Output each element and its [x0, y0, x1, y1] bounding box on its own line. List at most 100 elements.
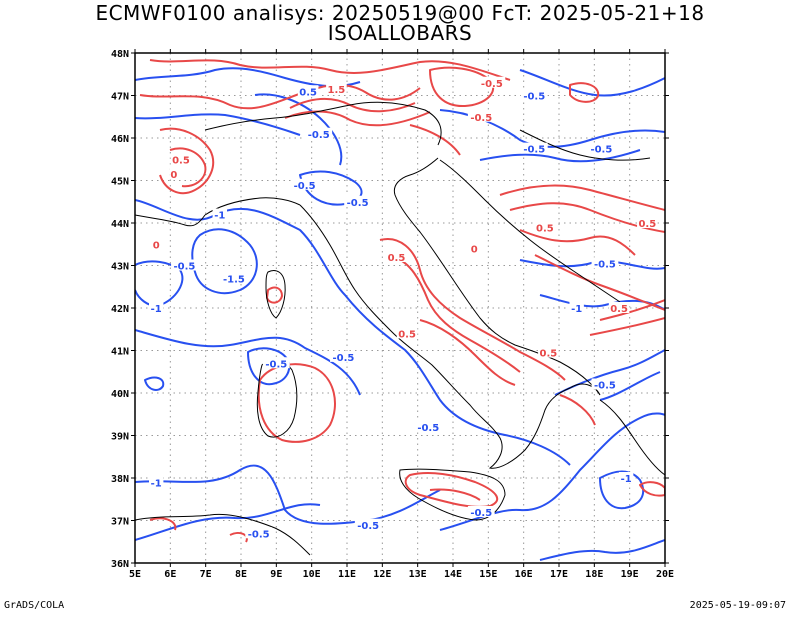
- contour-label-bg: [169, 168, 178, 180]
- neg-contour: [439, 412, 665, 531]
- contour-label-bg: [354, 518, 382, 530]
- lat-label: 39N: [111, 432, 129, 443]
- contour-label-bg: [396, 327, 418, 339]
- lon-label: 14E: [444, 569, 462, 580]
- contour-label-bg: [220, 272, 248, 284]
- sardinia-coastline: [256, 360, 298, 438]
- contour-label-bg: [330, 350, 357, 362]
- pos-contour: [429, 66, 495, 108]
- contour-label-bg: [262, 357, 290, 369]
- neg-contour: [135, 260, 184, 307]
- contour-label: -0.5: [333, 353, 355, 364]
- contour-label-bg: [297, 85, 319, 97]
- lat-label: 48N: [111, 49, 129, 60]
- contour-label: -0.5: [594, 259, 616, 270]
- neg-contour: [144, 376, 165, 391]
- contour-label-bg: [618, 472, 634, 483]
- contour-label: -0.5: [308, 130, 330, 141]
- contour-label-bg: [591, 257, 619, 269]
- pos-contour: [139, 91, 306, 110]
- lon-label: 8E: [235, 569, 247, 580]
- contour-label-bg: [344, 195, 371, 207]
- contour-label: -0.5: [470, 508, 492, 519]
- neg-contour: [135, 67, 361, 88]
- map-title: ECMWF0100 analisys: 20250519@00 FcT: 202…: [95, 1, 705, 25]
- lat-label: 37N: [111, 517, 129, 528]
- ligurian-coastline: [204, 197, 301, 216]
- coastlines: [135, 101, 665, 556]
- neg-contour: [135, 199, 571, 466]
- contour-label: -0.5: [417, 423, 439, 434]
- pos-contour: [499, 184, 665, 211]
- contour-label-bg: [326, 83, 347, 95]
- contour-label: -1.5: [223, 274, 245, 285]
- pos-contour: [559, 394, 596, 426]
- contour-label-bg: [538, 346, 559, 358]
- neg-contour: [599, 470, 645, 510]
- latitude-labels: 48N 47N 46N 45N 44N 43N 42N 41N 40N 39N 38N 37N 36N: [111, 49, 129, 570]
- longitude-labels: 5E 6E 7E 8E 9E 10E 11E 12E 13E 14E 15E 16E 17E 18E 19E…: [129, 569, 674, 580]
- contour-label-bg: [520, 142, 548, 154]
- contour-label: -0.5: [481, 79, 503, 90]
- contour-label-bg: [291, 178, 318, 190]
- pos-contour: [266, 286, 283, 304]
- footer-timestamp: 2025-05-19-09:07: [689, 600, 786, 611]
- pos-contour: [149, 59, 511, 81]
- contour-label: -1: [214, 211, 225, 222]
- contour-label-bg: [470, 242, 479, 254]
- contour-label: 0: [170, 170, 177, 181]
- lon-label: 9E: [270, 569, 282, 580]
- contour-label-bg: [171, 259, 198, 271]
- lon-label: 16E: [515, 569, 533, 580]
- lat-label: 42N: [111, 304, 129, 315]
- contour-label: -1: [571, 304, 582, 315]
- contour-label: 0.5: [172, 155, 190, 166]
- footer-credit: GrADS/COLA: [4, 600, 65, 611]
- pos-contour: [394, 257, 521, 373]
- lat-label: 44N: [111, 219, 129, 230]
- contour-labels: 0.5 1.5 -0.5 -0.5 -0.5 -0.5 -0.5 -0.5 0.5 0 -0.5 -0…: [149, 76, 658, 540]
- contour-label: 0: [153, 240, 160, 251]
- lon-label: 18E: [585, 569, 603, 580]
- contour-label-bg: [149, 302, 164, 313]
- contour-label: -0.5: [523, 145, 545, 156]
- lon-label: 7E: [200, 569, 212, 580]
- contour-label-bg: [152, 238, 161, 250]
- contour-label: -1: [151, 304, 162, 315]
- neg-contour: [135, 329, 361, 396]
- contour-label-bg: [467, 506, 495, 517]
- lat-label: 38N: [111, 474, 129, 485]
- pos-contour: [169, 147, 207, 188]
- map-subtitle: ISOALLOBARS: [327, 21, 473, 45]
- pos-contour: [419, 319, 516, 386]
- contour-label-bg: [591, 378, 619, 390]
- neg-contour: [479, 149, 641, 163]
- neg-contour: [254, 93, 343, 166]
- lon-label: 6E: [164, 569, 176, 580]
- lat-label: 40N: [111, 389, 129, 400]
- pos-contour: [534, 254, 665, 311]
- contour-label-bg: [637, 217, 658, 228]
- neg-contour: [135, 464, 441, 525]
- lon-label: 17E: [550, 569, 568, 580]
- pos-contour: [639, 481, 665, 497]
- negative-isallobar-contours: [135, 67, 665, 561]
- contour-label: -0.5: [347, 198, 369, 209]
- contour-label: -0.5: [594, 381, 616, 392]
- pos-contour: [569, 82, 600, 103]
- contour-label: 0.5: [638, 219, 656, 230]
- contour-label-bg: [149, 476, 164, 488]
- contour-label: 0.5: [540, 349, 558, 360]
- sicily-coastline: [399, 468, 506, 521]
- neg-contour: [519, 69, 665, 97]
- corsica-coastline: [265, 270, 286, 319]
- contour-label: 0.5: [388, 253, 406, 264]
- contour-label: 0.5: [299, 87, 317, 98]
- lat-label: 36N: [111, 559, 129, 570]
- contour-label-bg: [569, 302, 584, 313]
- neg-contour: [135, 503, 321, 541]
- contour-label: 0.5: [398, 330, 416, 341]
- lon-label: 10E: [303, 569, 321, 580]
- contour-label: 0: [471, 245, 478, 256]
